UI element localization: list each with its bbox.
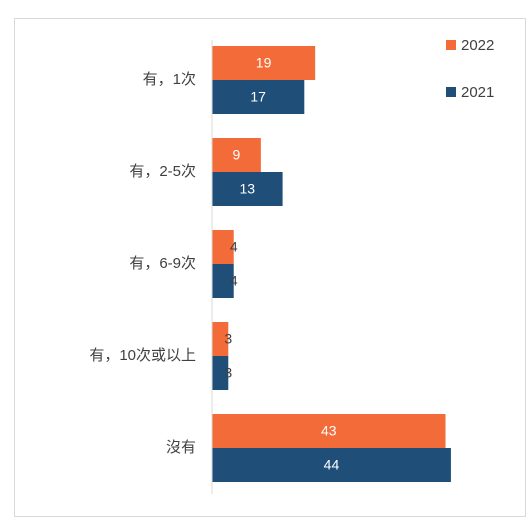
y-tick-label: 沒有 — [166, 439, 196, 456]
bar — [212, 172, 283, 206]
legend-label: 2021 — [461, 84, 494, 101]
data-label: 43 — [321, 423, 337, 439]
y-tick-label: 有，10次或以上 — [89, 347, 196, 364]
legend-swatch — [446, 40, 456, 50]
data-label: 13 — [240, 181, 256, 197]
bar — [212, 448, 451, 482]
data-label: 4 — [230, 273, 238, 289]
bar — [212, 356, 229, 390]
data-label: 44 — [324, 457, 340, 473]
y-tick-label: 有，1次 — [143, 71, 196, 88]
y-tick-label: 有，6-9次 — [129, 255, 196, 272]
data-label: 3 — [224, 331, 232, 347]
data-label: 19 — [256, 55, 272, 71]
data-label: 9 — [233, 147, 241, 163]
bar — [212, 322, 229, 356]
data-label: 17 — [250, 89, 266, 105]
legend-label: 2022 — [461, 37, 494, 54]
bar — [212, 414, 446, 448]
bar — [212, 80, 305, 114]
bar — [212, 138, 261, 172]
legend-swatch — [446, 87, 456, 97]
bar — [212, 46, 316, 80]
y-tick-label: 有，2-5次 — [129, 163, 196, 180]
data-label: 3 — [224, 365, 232, 381]
data-label: 4 — [230, 239, 238, 255]
bar — [212, 264, 234, 298]
bar — [212, 230, 234, 264]
